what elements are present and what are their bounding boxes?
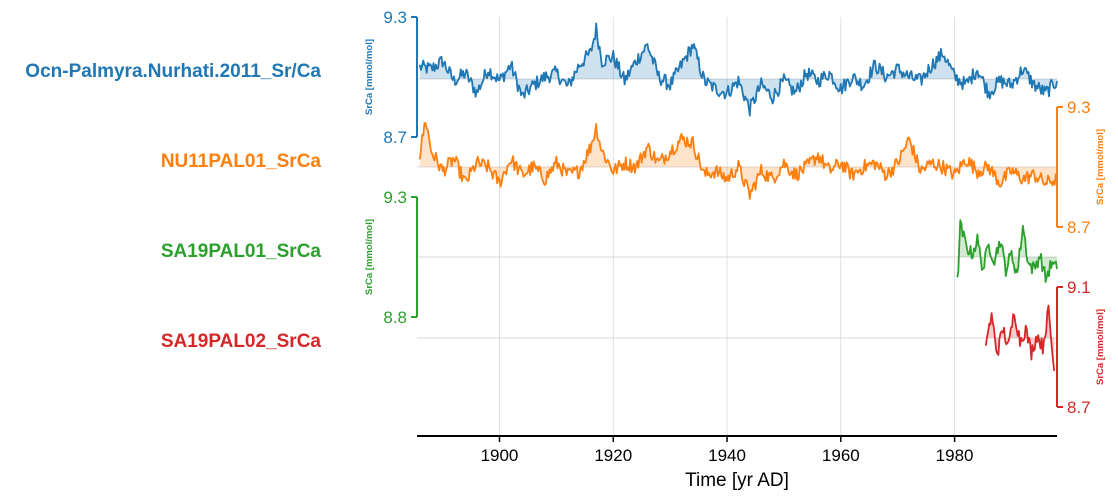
series-fill — [419, 23, 1057, 116]
series-label: SA19PAL01_SrCa — [161, 241, 322, 262]
series-label: NU11PAL01_SrCa — [161, 151, 322, 172]
y-tick-label: 8.7 — [1067, 398, 1091, 417]
series-4: SA19PAL02_SrCa — [161, 304, 1057, 372]
x-tick-label: 1940 — [708, 446, 746, 465]
x-tick-label: 1900 — [481, 446, 519, 465]
axes-layer: 9.3 8.7 SrCa [mmol/mol] 9.3 8.7 SrCa [mmol/mo… — [364, 8, 1106, 465]
y-tick-label: 8.7 — [1067, 218, 1091, 237]
y-tick-label: 9.1 — [1067, 278, 1091, 297]
y-axis-label: SrCa [mmol/mol] — [364, 39, 375, 115]
series-label: Ocn-Palmyra.Nurhati.2011_Sr/Ca — [25, 61, 321, 82]
y-tick-label: 8.7 — [383, 128, 407, 147]
y-tick-label: 8.8 — [383, 308, 407, 327]
series-label: SA19PAL02_SrCa — [161, 331, 322, 352]
series-line — [418, 122, 1058, 200]
y-axis-label: SrCa [mmol/mol] — [1095, 309, 1106, 385]
series-line — [985, 304, 1056, 372]
y-tick-label: 9.3 — [383, 188, 407, 207]
series-line — [418, 22, 1058, 117]
y-tick-label: 9.3 — [383, 8, 407, 27]
series-layer: Ocn-Palmyra.Nurhati.2011_Sr/Ca NU11PAL01_… — [25, 22, 1058, 372]
series-3: SA19PAL01_SrCa — [161, 219, 1058, 283]
y-tick-label: 9.3 — [1067, 98, 1091, 117]
series-1: Ocn-Palmyra.Nurhati.2011_Sr/Ca — [25, 22, 1058, 117]
y-axis-label: SrCa [mmol/mol] — [1095, 129, 1106, 205]
x-axis-label: Time [yr AD] — [685, 470, 789, 491]
x-tick-label: 1920 — [594, 446, 632, 465]
x-tick-label: 1960 — [822, 446, 860, 465]
series-line — [956, 219, 1058, 283]
y-axis-label: SrCa [mmol/mol] — [364, 219, 375, 295]
series-2: NU11PAL01_SrCa — [161, 122, 1058, 200]
x-tick-label: 1980 — [936, 446, 974, 465]
